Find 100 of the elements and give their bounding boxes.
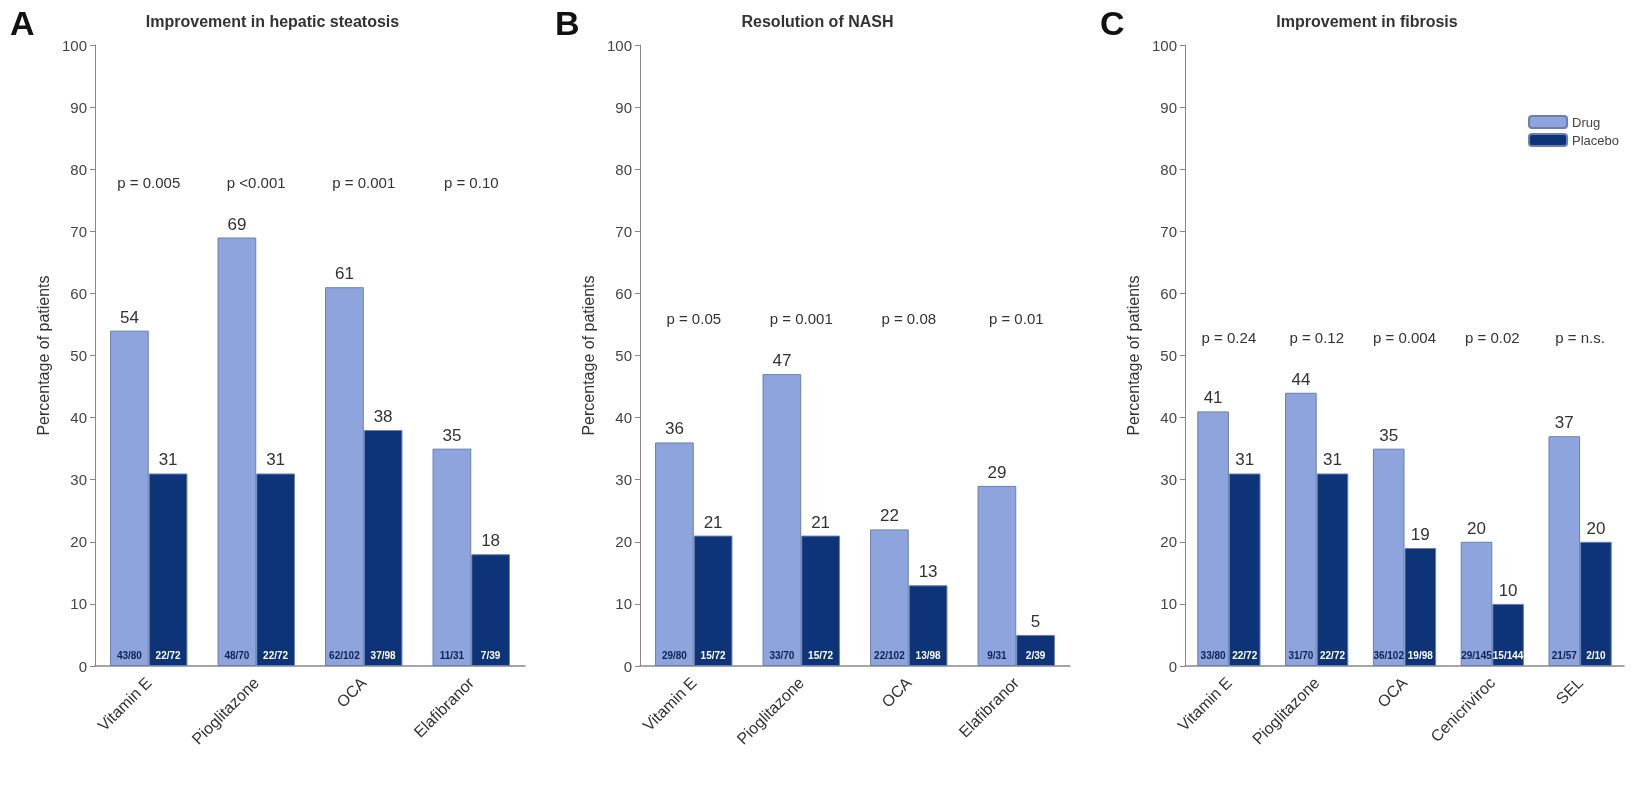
text: C — [1100, 4, 1125, 42]
data-label: 61 — [334, 264, 354, 284]
annotation: 11/31 — [439, 649, 465, 661]
chart-title: Resolution of NASH — [741, 12, 894, 30]
data-label: 20 — [1467, 518, 1486, 538]
annotation: 15/72 — [700, 649, 727, 661]
y-tick-label: 60 — [1160, 284, 1177, 302]
data-label: 10 — [1498, 580, 1518, 600]
data-label: 20 — [1586, 518, 1606, 538]
y-axis-title: Percentage of patients — [1124, 275, 1142, 436]
y-tick-label: 10 — [70, 595, 87, 613]
annotation: 29/80 — [661, 649, 688, 661]
data-label: 69 — [227, 214, 247, 234]
data-label: 21 — [703, 512, 723, 532]
annotation: 2/39 — [1025, 649, 1046, 661]
x-tick-label: OCA — [1373, 673, 1411, 711]
y-tick-label: 30 — [70, 471, 87, 489]
annotation: p = 0.02 — [1464, 328, 1520, 346]
data-label: 47 — [772, 351, 792, 371]
annotation: p = 0.01 — [988, 310, 1044, 328]
annotation: 33/80 — [1200, 649, 1227, 661]
annotation: 22/72 — [263, 649, 289, 661]
data-label: 31 — [266, 450, 286, 470]
text: B — [555, 4, 580, 42]
data-label: 31 — [1235, 450, 1255, 470]
text: A — [10, 4, 35, 42]
annotation: p = 0.08 — [881, 310, 937, 328]
annotation: 62/102 — [329, 649, 361, 661]
y-tick-label: 70 — [70, 222, 87, 240]
data-label: 35 — [442, 425, 462, 445]
annotation: 21/57 — [1551, 649, 1578, 661]
y-tick-label: 50 — [615, 347, 632, 364]
data-label: 35 — [1379, 425, 1399, 445]
y-tick-label: 20 — [1160, 533, 1177, 551]
data-label: 31 — [158, 450, 178, 470]
x-tick-label: SEL — [1552, 673, 1587, 708]
data-label: 31 — [1323, 450, 1342, 470]
annotation: 22/72 — [1232, 649, 1258, 661]
y-tick-label: 80 — [1160, 160, 1177, 178]
y-tick-label: 100 — [606, 36, 632, 54]
y-tick-label: 10 — [615, 595, 632, 613]
y-tick-label: 40 — [70, 409, 87, 427]
annotation: 2/10 — [1586, 649, 1607, 661]
y-tick-label: 40 — [1160, 409, 1177, 427]
data-label: 5 — [1030, 611, 1041, 631]
annotation: 36/102 — [1373, 649, 1405, 661]
y-tick-label: 90 — [1160, 98, 1177, 116]
data-label: 38 — [373, 407, 393, 427]
legend-label: Drug — [1572, 114, 1601, 130]
annotation: p = 0.001 — [769, 310, 833, 328]
annotation: p = 0.005 — [117, 173, 181, 191]
annotation: 37/98 — [370, 649, 397, 661]
x-tick-label: OCA — [333, 673, 370, 711]
y-tick-label: 50 — [70, 347, 87, 364]
data-label: 36 — [664, 419, 684, 439]
annotation: p = 0.12 — [1289, 328, 1345, 346]
y-tick-label: 0 — [623, 657, 632, 675]
y-tick-label: 80 — [70, 160, 87, 178]
annotation: 15/144 — [1492, 649, 1524, 661]
data-label: 19 — [1410, 525, 1430, 545]
y-tick-label: 20 — [70, 533, 87, 551]
y-tick-label: 90 — [70, 98, 87, 116]
annotation: 31/70 — [1288, 649, 1314, 661]
y-tick-label: 0 — [1168, 657, 1177, 675]
annotation: 15/72 — [808, 649, 834, 661]
annotation: p = 0.001 — [332, 173, 396, 191]
annotation: p = 0.05 — [666, 310, 722, 328]
annotation: 22/102 — [874, 649, 906, 661]
annotation: 48/70 — [224, 649, 250, 661]
y-tick-label: 100 — [1151, 36, 1177, 54]
annotation: p = 0.24 — [1201, 328, 1257, 346]
y-tick-label: 10 — [1160, 595, 1177, 613]
annotation: 22/72 — [1319, 649, 1346, 661]
annotation: 9/31 — [987, 649, 1008, 661]
chart-title: Improvement in fibrosis — [1276, 12, 1458, 30]
annotation: 7/39 — [480, 649, 501, 661]
data-label: 44 — [1291, 369, 1311, 389]
y-tick-label: 30 — [615, 471, 632, 489]
y-tick-label: 20 — [615, 533, 632, 551]
y-tick-label: 40 — [615, 409, 632, 427]
y-tick-label: 60 — [615, 284, 632, 302]
chart-title: Improvement in hepatic steatosis — [145, 12, 400, 30]
y-tick-label: 70 — [615, 222, 632, 240]
annotation: 33/70 — [769, 649, 795, 661]
data-label: 18 — [481, 531, 501, 551]
annotation: p = 0.004 — [1373, 328, 1436, 346]
y-tick-label: 70 — [1160, 222, 1177, 240]
y-tick-label: 30 — [1160, 471, 1177, 489]
annotation: 22/72 — [155, 649, 182, 661]
annotation: 29/145 — [1461, 649, 1493, 661]
legend-label: Placebo — [1572, 132, 1620, 148]
y-axis-title: Percentage of patients — [34, 275, 52, 436]
y-tick-label: 60 — [70, 284, 87, 302]
y-axis-title: Percentage of patients — [579, 275, 597, 436]
annotation: 43/80 — [116, 649, 143, 661]
data-label: 29 — [987, 462, 1007, 482]
data-label: 37 — [1554, 413, 1574, 433]
data-label: 54 — [119, 307, 139, 327]
y-tick-label: 90 — [615, 98, 632, 116]
y-tick-label: 0 — [78, 657, 87, 675]
